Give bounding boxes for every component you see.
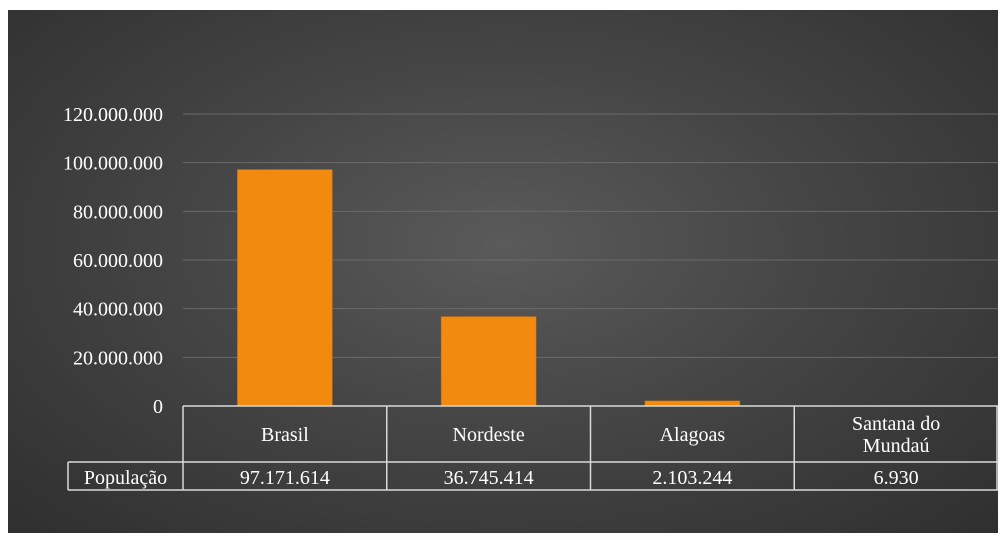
category-label: Santana do Mundaú bbox=[852, 413, 940, 457]
y-tick-label: 40.000.000 bbox=[73, 299, 163, 321]
population-bar-chart: 0 20.000.000 40.000.000 60.000.000 80.000.00… bbox=[8, 10, 998, 533]
bar bbox=[441, 317, 536, 406]
table-value: 6.930 bbox=[874, 467, 919, 489]
y-tick-label: 80.000.000 bbox=[73, 201, 163, 223]
y-tick-label: 120.000.000 bbox=[63, 104, 163, 126]
table-value: 36.745.414 bbox=[444, 467, 534, 489]
category-label: Alagoas bbox=[660, 424, 726, 446]
table-value: 97.171.614 bbox=[240, 467, 330, 489]
table-row-label: População bbox=[84, 467, 167, 489]
category-label: Nordeste bbox=[453, 424, 525, 446]
table-value: 2.103.244 bbox=[652, 467, 732, 489]
chart-frame: 0 20.000.000 40.000.000 60.000.000 80.000.00… bbox=[8, 10, 998, 533]
bar bbox=[645, 401, 740, 406]
bar bbox=[237, 170, 332, 406]
y-tick-label: 60.000.000 bbox=[73, 250, 163, 272]
y-tick-label: 20.000.000 bbox=[73, 347, 163, 369]
y-tick-label: 0 bbox=[153, 396, 163, 418]
category-label: Brasil bbox=[261, 424, 309, 446]
y-tick-label: 100.000.000 bbox=[63, 153, 163, 175]
